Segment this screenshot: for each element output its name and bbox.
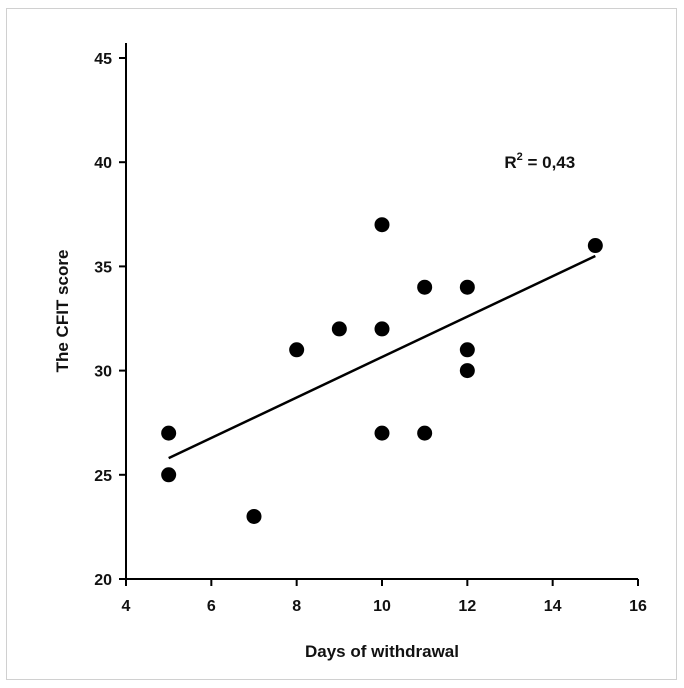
data-point <box>459 279 475 295</box>
data-point <box>161 467 177 483</box>
trendline <box>168 254 596 460</box>
y-axis-title: The CFIT score <box>53 250 72 373</box>
data-point <box>289 342 305 358</box>
x-tick-label: 8 <box>292 598 301 615</box>
r-squared-annotation: R2 = 0,43 <box>504 151 575 172</box>
y-tick-label: 35 <box>94 259 112 276</box>
r-squared-value: = 0,43 <box>523 153 575 172</box>
trendline-group <box>168 254 596 460</box>
x-tick-label: 4 <box>122 598 131 615</box>
data-point <box>331 321 347 337</box>
x-tick-label: 16 <box>629 598 647 615</box>
r-squared-superscript: 2 <box>517 151 523 163</box>
data-point <box>459 342 475 358</box>
data-point <box>161 425 177 441</box>
data-point <box>374 425 390 441</box>
y-tick-label: 30 <box>94 364 112 381</box>
data-point <box>417 425 433 441</box>
data-point <box>459 363 475 379</box>
x-tick-label: 14 <box>544 598 562 615</box>
x-axis-title: Days of withdrawal <box>305 642 459 661</box>
data-point <box>374 217 390 233</box>
data-point <box>417 279 433 295</box>
x-tick-label: 6 <box>207 598 216 615</box>
y-tick-label: 20 <box>94 572 112 589</box>
y-tick-label: 45 <box>94 51 112 68</box>
y-tick-label: 25 <box>94 468 112 485</box>
data-point <box>246 508 262 524</box>
chart-frame <box>6 8 677 680</box>
x-ticks: 4 6 8 10 12 14 16 <box>122 579 647 615</box>
x-tick-label: 12 <box>458 598 476 615</box>
y-tick-label: 40 <box>94 155 112 172</box>
data-point <box>587 238 603 254</box>
r-squared-base: R <box>504 153 516 172</box>
data-points <box>161 217 603 524</box>
y-ticks: 20 25 30 35 40 45 <box>94 51 126 589</box>
data-point <box>374 321 390 337</box>
axes <box>125 43 638 580</box>
x-tick-label: 10 <box>373 598 391 615</box>
